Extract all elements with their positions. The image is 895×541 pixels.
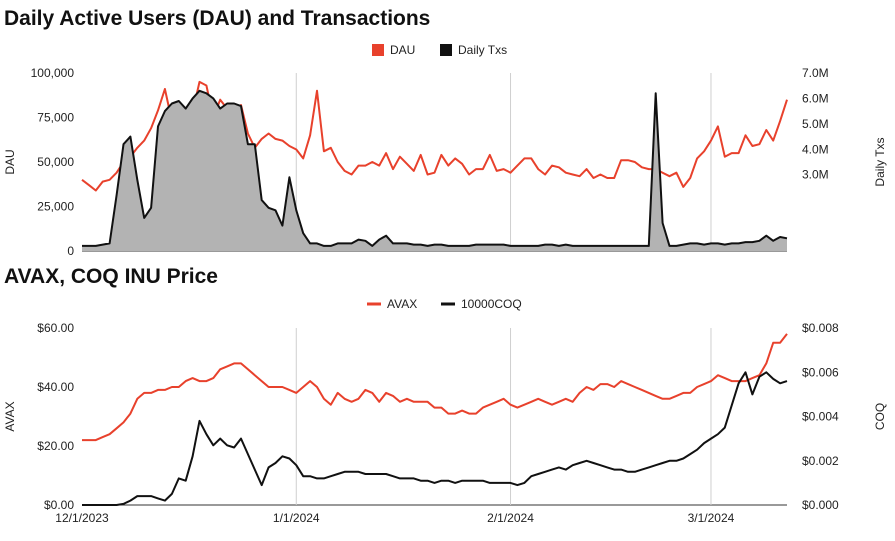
y-tick-label: $60.00 [37,321,74,335]
legend-swatch [372,44,384,56]
chart-title-dau: Daily Active Users (DAU) and Transaction… [4,7,431,30]
y2-tick-label: 4.0M [802,142,829,156]
legend-label: Daily Txs [458,43,507,57]
legend-label: AVAX [387,297,417,311]
legend-swatch [440,44,452,56]
x-tick-label: 12/1/2023 [55,511,109,525]
series-line-avax [82,333,788,442]
y-tick-label: 25,000 [37,200,74,214]
y2-axis-label: Daily Txs [873,137,887,186]
legend-label: 10000COQ [461,297,522,311]
y2-tick-label: $0.008 [802,321,839,335]
dau-txs-chart: 100,000 75,000 50,000 25,000 0 7.0M 6.0M 5.0M 4.… [3,43,887,258]
y2-tick-label: 3.0M [802,168,829,182]
y2-tick-label: 5.0M [802,117,829,131]
y-tick-label: 50,000 [37,155,74,169]
chart-title-price: AVAX, COQ INU Price [4,265,218,288]
y2-tick-label: 7.0M [802,66,829,80]
y2-tick-label: $0.004 [802,410,839,424]
y-tick-label: 75,000 [37,111,74,125]
x-tick-label: 2/1/2024 [487,511,534,525]
y-axis-label: AVAX [3,401,17,431]
x-tick-label: 1/1/2024 [273,511,320,525]
y2-tick-label: $0.000 [802,498,839,512]
y-tick-label: $20.00 [37,439,74,453]
y-tick-label: $0.00 [44,498,74,512]
legend-label: DAU [390,43,415,57]
y2-tick-label: $0.002 [802,454,839,468]
y-tick-label: 100,000 [31,66,75,80]
y-tick-label: $40.00 [37,380,74,394]
series-line-10000coq [82,371,788,506]
series-area-daily-txs [82,90,787,251]
y2-tick-label: $0.006 [802,365,839,379]
y2-tick-label: 6.0M [802,91,829,105]
series-line-daily-txs [82,89,788,247]
x-tick-label: 3/1/2024 [688,511,735,525]
y-axis-label: DAU [3,149,17,174]
y2-axis-label: COQ [873,403,887,430]
series-line-dau [81,80,788,192]
y-tick-label: 0 [67,244,74,258]
